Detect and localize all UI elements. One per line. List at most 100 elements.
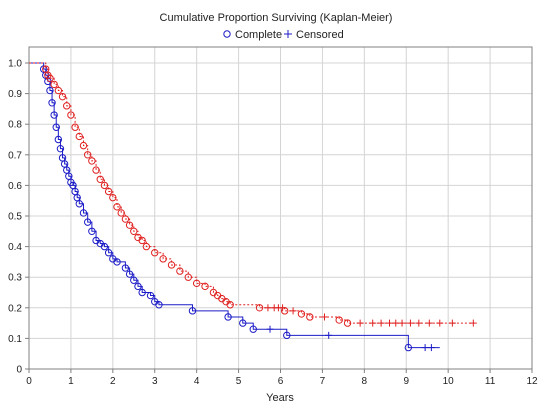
y-tick-label: 0 bbox=[16, 365, 22, 376]
series-2-point bbox=[46, 74, 54, 83]
series-2-censored-mark bbox=[425, 319, 433, 327]
x-tick-label: 9 bbox=[403, 376, 409, 387]
series-1-censored-mark bbox=[325, 331, 333, 339]
series-2-point bbox=[343, 319, 352, 327]
series-2-censored-mark bbox=[398, 319, 406, 327]
y-tick-label: 0.8 bbox=[8, 120, 22, 131]
series-2-point bbox=[130, 227, 138, 236]
y-tick-label: 0.4 bbox=[8, 242, 22, 253]
series-1-point bbox=[239, 319, 247, 327]
y-tick-label: 0.6 bbox=[8, 181, 22, 192]
series-2-point bbox=[79, 141, 88, 150]
series-2-point bbox=[100, 181, 109, 190]
series-1-line bbox=[29, 62, 440, 349]
y-tick-label: 0.5 bbox=[8, 212, 22, 223]
series-1-point bbox=[188, 307, 197, 315]
x-tick-label: 12 bbox=[526, 376, 538, 387]
series-2-point bbox=[113, 203, 121, 211]
legend: Complete Censored bbox=[223, 29, 344, 41]
series-1-point bbox=[155, 301, 163, 309]
series-2-point bbox=[71, 123, 79, 131]
series-2-point bbox=[201, 282, 209, 291]
series-2-censored-mark bbox=[321, 313, 329, 321]
series-2-censored-mark bbox=[385, 319, 393, 327]
series-2-censored-mark bbox=[356, 319, 364, 327]
series-1 bbox=[29, 62, 440, 352]
series-2-point bbox=[75, 132, 84, 141]
series-1-censored-mark bbox=[266, 325, 274, 333]
x-tick-label: 2 bbox=[110, 376, 116, 387]
series-2-point bbox=[121, 215, 130, 223]
y-tick-label: 0.7 bbox=[8, 150, 22, 161]
series-2-point bbox=[138, 236, 146, 245]
x-tick-label: 7 bbox=[320, 376, 326, 387]
series-1-censored-mark bbox=[421, 344, 429, 352]
series-2-point bbox=[142, 242, 151, 251]
x-tick-label: 8 bbox=[362, 376, 368, 387]
series-1-point bbox=[249, 325, 257, 333]
series-2-point bbox=[226, 301, 234, 309]
series-1-point bbox=[134, 282, 142, 291]
x-tick-label: 10 bbox=[443, 376, 455, 387]
x-axis-label: Years bbox=[266, 392, 294, 404]
series-2-censored-mark bbox=[264, 304, 272, 312]
series-2-censored-mark bbox=[448, 319, 456, 327]
series-1-point bbox=[104, 249, 113, 257]
series-1-point bbox=[224, 313, 232, 321]
series-2-censored-mark bbox=[279, 304, 287, 312]
series-2-point bbox=[109, 193, 117, 202]
series-layer bbox=[29, 62, 477, 352]
series-1-point bbox=[88, 227, 96, 236]
y-tick-label: 0.3 bbox=[8, 273, 22, 284]
series-2-point bbox=[159, 255, 167, 263]
x-tick-label: 4 bbox=[194, 376, 200, 387]
series-2-censored-mark bbox=[406, 319, 414, 327]
series-1-point bbox=[283, 331, 291, 340]
series-2-point bbox=[92, 166, 100, 174]
series-2-point bbox=[50, 80, 58, 89]
x-tick-label: 6 bbox=[278, 376, 284, 387]
series-2-point bbox=[184, 273, 192, 281]
series-2-censored-mark bbox=[415, 319, 423, 327]
series-1-point bbox=[404, 343, 413, 352]
series-1-point bbox=[50, 111, 58, 119]
x-axis-ticks: 0 1 2 3 4 5 6 7 8 9 10 11 12 bbox=[26, 369, 538, 387]
series-1-point bbox=[75, 200, 84, 208]
y-tick-label: 0.2 bbox=[8, 303, 22, 314]
y-tick-label: 0.1 bbox=[8, 334, 22, 345]
legend-complete-icon bbox=[223, 30, 231, 38]
series-2-censored-mark bbox=[436, 319, 444, 327]
series-1-point bbox=[125, 270, 134, 278]
x-tick-label: 0 bbox=[26, 376, 32, 387]
series-2-point bbox=[117, 209, 125, 217]
series-1-point bbox=[146, 291, 155, 300]
series-1-point bbox=[121, 264, 130, 272]
series-1-point bbox=[138, 288, 146, 297]
series-2-point bbox=[176, 267, 184, 275]
legend-complete-label: Complete bbox=[235, 29, 282, 41]
series-1-point bbox=[100, 242, 109, 251]
series-1-point bbox=[54, 135, 63, 144]
y-tick-label: 1.0 bbox=[8, 59, 22, 70]
x-tick-label: 11 bbox=[485, 376, 496, 387]
series-2-censored-mark bbox=[289, 307, 297, 315]
series-1-point bbox=[52, 123, 60, 131]
series-1-point bbox=[83, 218, 92, 226]
series-2-censored-mark bbox=[469, 319, 477, 327]
series-2-point bbox=[192, 279, 201, 288]
series-2-point bbox=[167, 261, 176, 269]
series-2-censored-mark bbox=[392, 319, 400, 327]
grid-lines bbox=[29, 47, 532, 369]
series-2-point bbox=[335, 316, 343, 324]
series-2-point bbox=[67, 111, 75, 119]
series-1-point bbox=[46, 86, 54, 95]
series-2-point bbox=[63, 102, 71, 110]
series-1-point bbox=[130, 276, 138, 284]
series-2-point bbox=[54, 86, 63, 95]
series-2-censored-mark bbox=[377, 319, 385, 327]
series-2-point bbox=[96, 175, 104, 183]
series-1-point bbox=[79, 209, 88, 217]
series-2-point bbox=[125, 221, 134, 229]
series-2-point bbox=[297, 310, 306, 318]
